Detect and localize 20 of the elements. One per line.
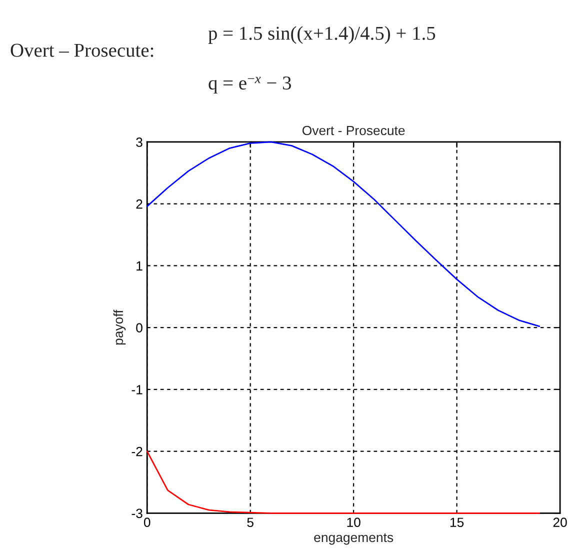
- y-tick-label: -2: [132, 446, 142, 456]
- x-tick-label: 0: [144, 518, 150, 528]
- y-tick-label: -1: [132, 385, 142, 394]
- line-series: [146, 450, 540, 514]
- x-tick-label: 5: [247, 518, 254, 528]
- y-tick-label: 1: [136, 261, 142, 270]
- x-axis-title: engagements: [314, 533, 394, 545]
- line-series: [146, 141, 540, 328]
- x-tick-label: 10: [347, 518, 360, 528]
- text: p = 1.5 sin((x+1.4)/4.5) + 1.5: [208, 26, 436, 44]
- text: q = e$^{−x}$ − 3: [208, 76, 292, 94]
- y-tick-label: 2: [136, 199, 142, 209]
- y-tick-label: -3: [132, 508, 142, 518]
- chart-title: Overt - Prosecute: [302, 126, 405, 136]
- y-axis-title: payoff: [113, 310, 126, 345]
- y-tick-label: 3: [136, 138, 142, 147]
- x-tick-label: 20: [553, 518, 567, 528]
- y-tick-label: 0: [136, 323, 142, 332]
- x-tick-label: 15: [450, 518, 464, 528]
- text: Overt – Prosecute:: [10, 44, 154, 57]
